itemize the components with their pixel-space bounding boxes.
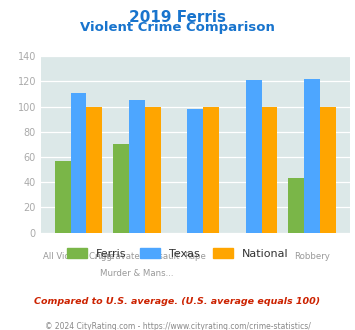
- Text: Compared to U.S. average. (U.S. average equals 100): Compared to U.S. average. (U.S. average …: [34, 297, 321, 306]
- Bar: [86, 107, 102, 233]
- Text: © 2024 CityRating.com - https://www.cityrating.com/crime-statistics/: © 2024 CityRating.com - https://www.city…: [45, 322, 310, 330]
- Bar: [304, 79, 320, 233]
- Text: Murder & Mans...: Murder & Mans...: [100, 269, 174, 278]
- Bar: [129, 100, 145, 233]
- Bar: [262, 107, 277, 233]
- Text: All Violent Crime: All Violent Crime: [43, 252, 114, 261]
- Bar: [55, 161, 71, 233]
- Bar: [113, 145, 129, 233]
- Bar: [145, 107, 160, 233]
- Text: Robbery: Robbery: [294, 252, 330, 261]
- Text: Aggravated Assault: Aggravated Assault: [95, 252, 179, 261]
- Legend: Ferris, Texas, National: Ferris, Texas, National: [62, 244, 293, 263]
- Bar: [320, 107, 335, 233]
- Bar: [203, 107, 219, 233]
- Text: Rape: Rape: [184, 252, 206, 261]
- Text: Violent Crime Comparison: Violent Crime Comparison: [80, 21, 275, 34]
- Bar: [288, 179, 304, 233]
- Bar: [187, 109, 203, 233]
- Bar: [71, 93, 86, 233]
- Bar: [246, 80, 262, 233]
- Text: 2019 Ferris: 2019 Ferris: [129, 10, 226, 25]
